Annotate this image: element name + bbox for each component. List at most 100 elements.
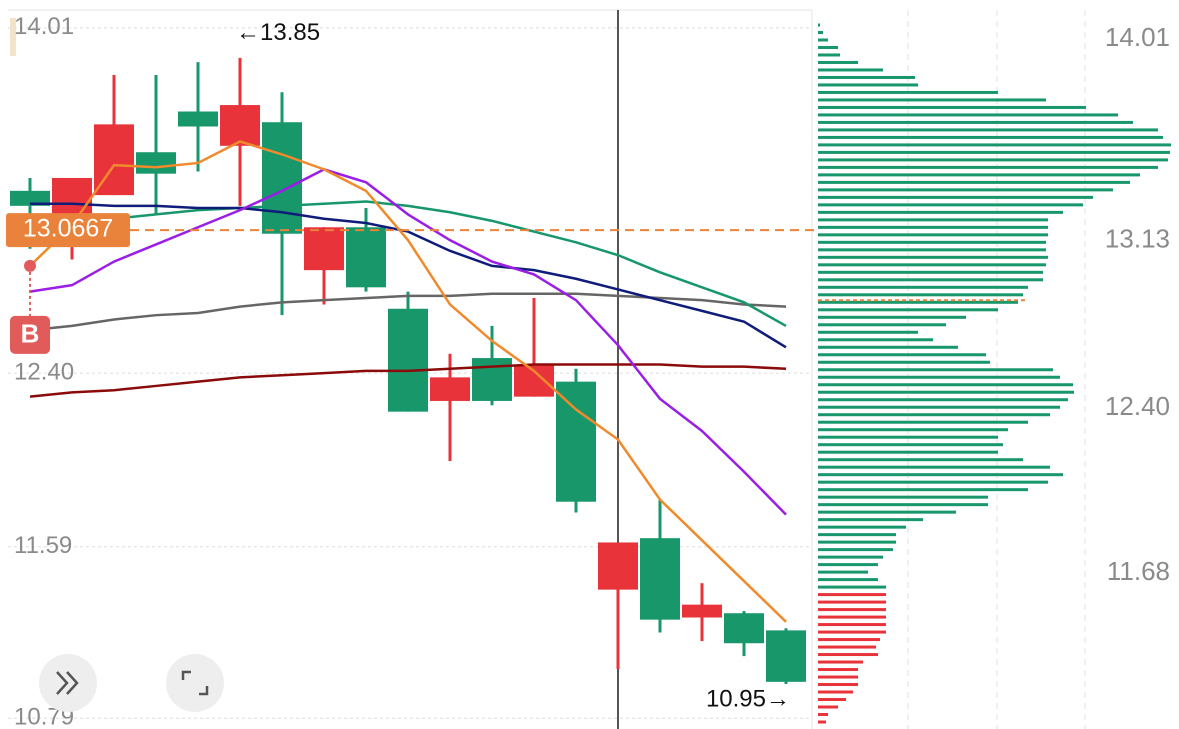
profile-bar [818, 383, 1073, 387]
profile-bar [818, 300, 1018, 304]
buy-point [24, 259, 36, 272]
profile-bar [818, 308, 998, 312]
profile-bar [818, 128, 1158, 132]
profile-bar [818, 225, 1048, 229]
candle-body [388, 308, 428, 412]
buy-badge [10, 315, 50, 354]
profile-bar [818, 525, 906, 529]
profile-bar [818, 30, 823, 34]
candle-body [472, 358, 512, 401]
profile-bar [818, 398, 1068, 402]
profile-bar [818, 180, 1130, 184]
profile-bar [818, 338, 933, 342]
profile-bar [818, 270, 1043, 274]
profile-bar [818, 705, 838, 709]
profile-bar [818, 435, 998, 439]
profile-bar [818, 113, 1118, 117]
profile-bar [818, 540, 896, 544]
profile-bar [818, 98, 1046, 102]
profile-bar [818, 390, 1074, 394]
profile-bar [818, 713, 828, 717]
profile-bar [818, 233, 1048, 237]
profile-tick-label: 14.01 [1105, 22, 1170, 52]
moving-average-line [29, 363, 787, 398]
moving-average-line [29, 200, 787, 327]
candle-body [640, 538, 680, 620]
profile-bar [818, 420, 1028, 424]
profile-bar [818, 323, 946, 327]
price-label: 13.0667 [23, 215, 113, 243]
profile-bar [818, 60, 858, 64]
profile-bar [818, 248, 1046, 252]
profile-bar [818, 638, 880, 642]
profile-bar [818, 428, 1008, 432]
profile-tick-label: 11.68 [1107, 556, 1170, 586]
profile-tick-label: 12.40 [1105, 391, 1170, 421]
profile-bar [818, 90, 998, 94]
profile-bar [818, 563, 878, 567]
profile-bar [818, 135, 1163, 139]
candle-body [304, 227, 344, 271]
profile-bar [818, 375, 1060, 379]
profile-bar [818, 698, 846, 702]
profile-bar [818, 45, 838, 49]
candle-body [220, 105, 260, 146]
profile-bar [818, 458, 1023, 462]
profile-bar [818, 405, 1060, 409]
profile-bar [818, 503, 988, 507]
candle-body [514, 364, 554, 397]
candle-body [598, 542, 638, 590]
moving-average-line [29, 140, 787, 623]
profile-bar [818, 668, 858, 672]
profile-bar [818, 345, 958, 349]
profile-bar [818, 315, 966, 319]
moving-average-line [29, 168, 787, 516]
profile-bar [818, 645, 876, 649]
profile-bar [818, 473, 1063, 477]
profile-bar [818, 195, 1093, 199]
price-label-box [6, 213, 130, 248]
profile-bar [818, 360, 990, 364]
profile-bar [818, 83, 918, 87]
profile-bar [818, 158, 1168, 162]
profile-bar [818, 255, 1048, 259]
candle-body [346, 227, 386, 288]
profile-bar [818, 510, 956, 514]
profile-bar [818, 578, 878, 582]
profile-bar [818, 210, 1063, 214]
profile-bar [818, 443, 1003, 447]
profile-bar [818, 548, 893, 552]
profile-bar [818, 720, 826, 724]
profile-bar [818, 585, 886, 589]
profile-bar [818, 465, 1050, 469]
profile-bar [818, 285, 1028, 289]
low-annotation: 10.95→ [706, 685, 790, 712]
y-tick-label: 11.59 [14, 532, 72, 559]
high-annotation: ←13.85 [236, 19, 320, 46]
expand-button[interactable] [39, 654, 97, 712]
moving-average-line [29, 292, 787, 332]
profile-bar [818, 593, 886, 597]
profile-bar [818, 608, 886, 612]
candle-body [178, 111, 218, 127]
candle-body [430, 377, 470, 401]
profile-bar [818, 143, 1171, 147]
moving-average-line [30, 202, 787, 349]
profile-bar [818, 368, 1053, 372]
profile-bar [818, 330, 918, 334]
profile-bar [818, 293, 1023, 297]
fullscreen-button[interactable] [166, 654, 224, 712]
profile-bar [818, 630, 886, 634]
profile-bar [818, 413, 1050, 417]
profile-bar [818, 353, 986, 357]
profile-bar [818, 495, 988, 499]
profile-bar [818, 23, 820, 27]
profile-bar [818, 53, 840, 57]
candle-body [556, 381, 596, 502]
profile-bar [818, 150, 1170, 154]
profile-bar [818, 75, 915, 79]
profile-bar [818, 240, 1046, 244]
y-tick-label: 14.01 [14, 13, 74, 40]
